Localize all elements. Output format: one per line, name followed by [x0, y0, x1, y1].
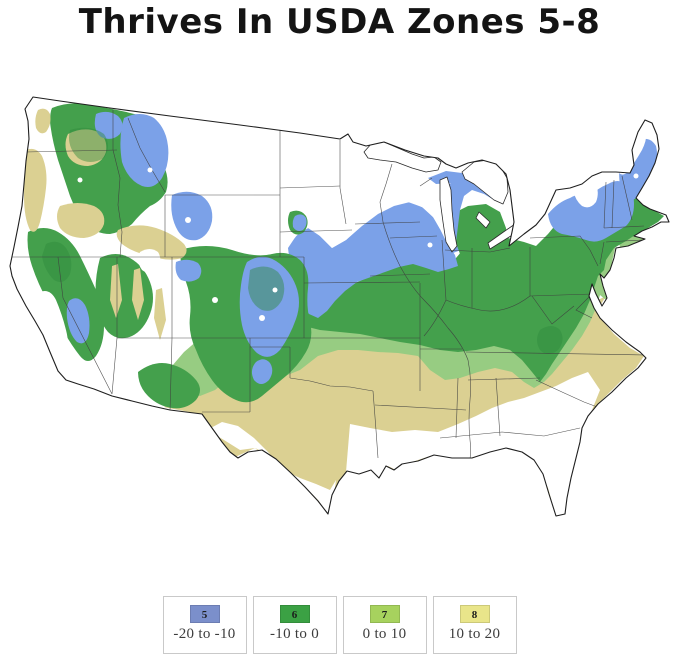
zone-fills: . — [10, 103, 664, 516]
zone6-range: -10 to 0 — [269, 626, 320, 642]
legend-item-zone8: 8 10 to 20 — [432, 596, 517, 654]
zone8-range: 10 to 20 — [448, 626, 501, 642]
zone7-range: 0 to 10 — [362, 626, 407, 642]
west-blue-mountains — [66, 111, 307, 384]
zone5-swatch: 5 — [189, 605, 220, 623]
lake-michigan — [439, 176, 458, 253]
zone5-range: -20 to -10 — [173, 626, 236, 642]
zone-legend: 5 -20 to -10 6 -10 to 0 7 0 to 10 8 10 t… — [0, 596, 679, 654]
state-borders — [10, 110, 646, 469]
topo-speckles: . — [77, 167, 639, 321]
page-title: Thrives In USDA Zones 5-8 — [78, 2, 601, 42]
west-tan-basins — [24, 108, 187, 340]
zone6-swatch: 6 — [279, 605, 310, 623]
gulf-florida-white — [346, 372, 600, 516]
us-coast-outline — [9, 96, 670, 517]
zone8-swatch: 8 — [459, 605, 490, 623]
hillshade-texture — [42, 127, 563, 354]
west-white-valleys — [39, 249, 161, 359]
south-texas-white — [207, 422, 336, 514]
legend-item-zone7: 7 0 to 10 — [342, 596, 427, 654]
lake-ontario — [551, 170, 583, 187]
saginaw-bay — [475, 211, 491, 229]
zone5-plains — [288, 202, 458, 318]
legend-item-zone6: 6 -10 to 0 — [252, 596, 337, 654]
legend-item-zone5: 5 -20 to -10 — [162, 596, 247, 654]
zone7-swatch: 7 — [369, 605, 400, 623]
